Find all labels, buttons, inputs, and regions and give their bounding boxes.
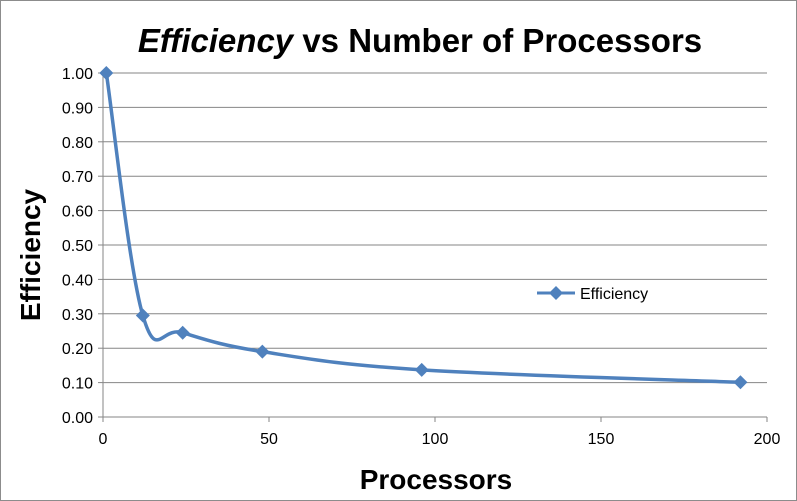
y-tick-label: 0.60 — [62, 204, 93, 221]
series-line-efficiency — [104, 72, 741, 385]
x-axis-title: Processors — [360, 464, 513, 495]
y-axis-title: Efficiency — [15, 188, 46, 321]
chart-title-rest: vs Number of Processors — [293, 22, 702, 59]
y-tick-label: 0.00 — [62, 410, 93, 427]
axes — [98, 72, 768, 422]
data-point-marker — [135, 308, 150, 323]
y-tick-label: 0.40 — [62, 272, 93, 289]
series-efficiency — [99, 66, 748, 390]
x-tick-labels: 0 50 100 150 200 — [99, 431, 781, 448]
y-tick-label: 0.80 — [62, 135, 93, 152]
legend-diamond-marker — [549, 286, 563, 300]
y-tick-label: 0.70 — [62, 169, 93, 186]
legend: Efficiency — [537, 286, 648, 303]
y-tick-label: 0.10 — [62, 376, 93, 393]
gridlines — [103, 72, 767, 384]
x-tick-label: 0 — [99, 431, 108, 448]
x-tick-label: 150 — [588, 431, 615, 448]
x-tick-label: 100 — [422, 431, 449, 448]
y-tick-label: 0.30 — [62, 307, 93, 324]
y-tick-label: 1.00 — [62, 66, 93, 83]
y-tick-label: 0.90 — [62, 100, 93, 117]
chart-title-emphasis: Efficiency — [138, 22, 295, 59]
data-point-marker — [99, 66, 114, 80]
x-tick-label: 50 — [260, 431, 278, 448]
data-point-marker — [175, 325, 190, 340]
y-tick-labels: 0.00 0.10 0.20 0.30 0.40 0.50 0.60 0.70 0.80 0.90… — [62, 66, 93, 427]
data-point-marker — [414, 362, 429, 377]
data-point-marker — [733, 375, 748, 390]
y-tick-label: 0.20 — [62, 341, 93, 358]
data-point-marker — [255, 344, 270, 359]
legend-label-efficiency: Efficiency — [580, 286, 648, 303]
chart-title: Efficiency vs Number of Processors — [138, 22, 702, 59]
x-tick-label: 200 — [754, 431, 781, 448]
y-tick-label: 0.50 — [62, 238, 93, 255]
